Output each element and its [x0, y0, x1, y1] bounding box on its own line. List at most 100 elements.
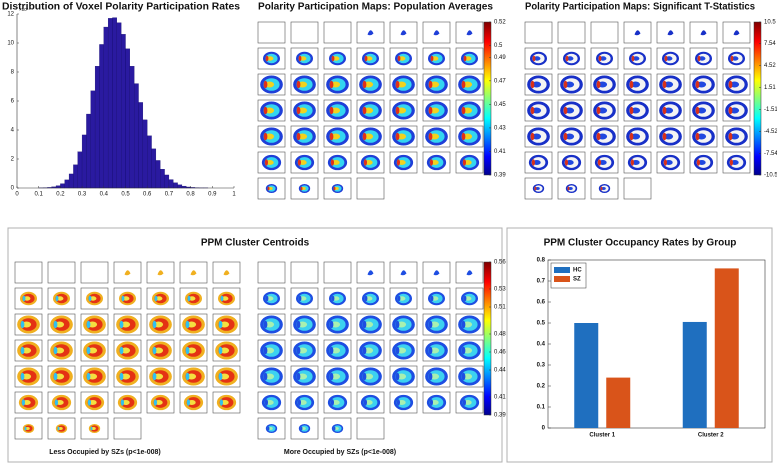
colorbar-tick-label: 0.49: [494, 55, 506, 61]
y-multiplier: ×10⁴: [19, 7, 29, 12]
x-tick-label: 1: [232, 192, 236, 198]
hist-bar: [112, 18, 116, 188]
y-tick-label: 0.7: [537, 279, 546, 285]
hist-bar: [134, 84, 138, 188]
hist-bar: [117, 23, 121, 188]
brain-slice: [568, 187, 570, 191]
x-tick-label: 0.5: [121, 192, 130, 198]
brain-slice: [266, 296, 269, 302]
brain-slice: [88, 399, 91, 405]
colorbar-tick-label: 0.46: [494, 350, 506, 356]
slice-frame: [291, 22, 318, 43]
brain-slice: [264, 133, 268, 141]
brain-slice: [462, 133, 466, 141]
slice-frame: [258, 262, 285, 283]
brain-slice: [120, 347, 124, 355]
y-tick-label: 0.8: [537, 258, 546, 264]
brain-slice: [696, 107, 700, 115]
x-tick-label: 0.9: [208, 192, 217, 198]
brain-slice: [331, 159, 334, 165]
brain-slice: [153, 321, 157, 329]
brain-slice: [566, 56, 569, 62]
brain-slice: [187, 399, 190, 405]
brain-slice: [153, 373, 157, 381]
legend-swatch: [554, 267, 570, 273]
brain-slice: [365, 56, 368, 62]
brain-slice: [564, 133, 568, 141]
brain-slice: [632, 56, 635, 62]
brain-slice: [630, 107, 634, 115]
brain-slice: [54, 347, 58, 355]
colorbar-tick-label: 0.48: [494, 332, 506, 338]
colorbar-tick-label: 0.47: [494, 78, 506, 84]
figure: Distribution of Voxel Polarity Participa…: [0, 0, 777, 465]
colorbar-tick-label: 0.56: [494, 260, 506, 266]
brain-slice: [429, 347, 433, 355]
brain-slice: [396, 107, 400, 115]
y-tick-label: 0.3: [537, 363, 546, 369]
brain-slice: [89, 296, 92, 302]
brain-slice: [532, 159, 535, 165]
brain-slice: [301, 427, 303, 431]
brain-slice: [601, 187, 603, 191]
legend-label: SZ: [573, 277, 581, 283]
brain-slice: [264, 107, 268, 115]
brain-slice: [463, 159, 466, 165]
slice-frame: [48, 262, 75, 283]
brain-slice: [429, 133, 433, 141]
y-tick-label: 2: [11, 157, 15, 163]
brain-slice: [462, 107, 466, 115]
brain-slice: [396, 373, 400, 381]
brain-slice: [297, 81, 301, 89]
brain-slice: [264, 81, 268, 89]
brain-slice: [463, 399, 466, 405]
brain-slice: [153, 347, 157, 355]
colorbar-tick-label: -7.54: [764, 151, 777, 157]
brain-slice: [697, 159, 700, 165]
brain-slice: [298, 159, 301, 165]
brain-slice: [122, 296, 125, 302]
colorbar-tick-label: 0.44: [494, 368, 506, 374]
brain-slice: [219, 373, 223, 381]
brain-slice: [462, 373, 466, 381]
brain-slice: [264, 373, 268, 381]
brain-slice: [396, 347, 400, 355]
brain-slice: [220, 399, 223, 405]
brain-slice: [297, 107, 301, 115]
brain-slice: [87, 321, 91, 329]
hist-bar: [156, 160, 160, 188]
hist-bar: [78, 152, 82, 188]
brain-slice: [597, 133, 601, 141]
brain-slice: [266, 56, 269, 62]
colorbar-tick-label: 0.39: [494, 173, 506, 179]
slice-frame: [591, 22, 618, 43]
slice-frame: [357, 178, 384, 199]
brain-slice: [87, 347, 91, 355]
hist-bar: [121, 34, 125, 188]
brain-slice: [297, 133, 301, 141]
legend-label: HC: [573, 268, 582, 274]
hist-bar: [173, 183, 177, 188]
y-tick-label: 0: [11, 186, 15, 192]
brain-slice: [664, 159, 667, 165]
brain-slice: [565, 159, 568, 165]
brain-slice: [21, 347, 25, 355]
y-tick-label: 12: [7, 12, 14, 18]
bar: [715, 268, 739, 428]
brain-slice: [663, 81, 667, 89]
brain-slice: [23, 296, 26, 302]
brain-slice: [334, 187, 336, 191]
x-tick-label: 0.1: [35, 192, 44, 198]
brain-slice: [364, 159, 367, 165]
hist-bar: [165, 175, 169, 188]
x-tick-label: 0: [15, 192, 19, 198]
colorbar-tick-label: 0.5: [494, 43, 503, 49]
hist-bar: [178, 185, 182, 188]
x-tick-label: 0.3: [78, 192, 87, 198]
legend-swatch: [554, 276, 570, 282]
y-tick-label: 0: [542, 426, 546, 432]
colorbar-tick-label: 0.45: [494, 102, 506, 108]
brain-slice: [330, 133, 334, 141]
slice-frame: [81, 262, 108, 283]
brain-slice: [696, 81, 700, 89]
